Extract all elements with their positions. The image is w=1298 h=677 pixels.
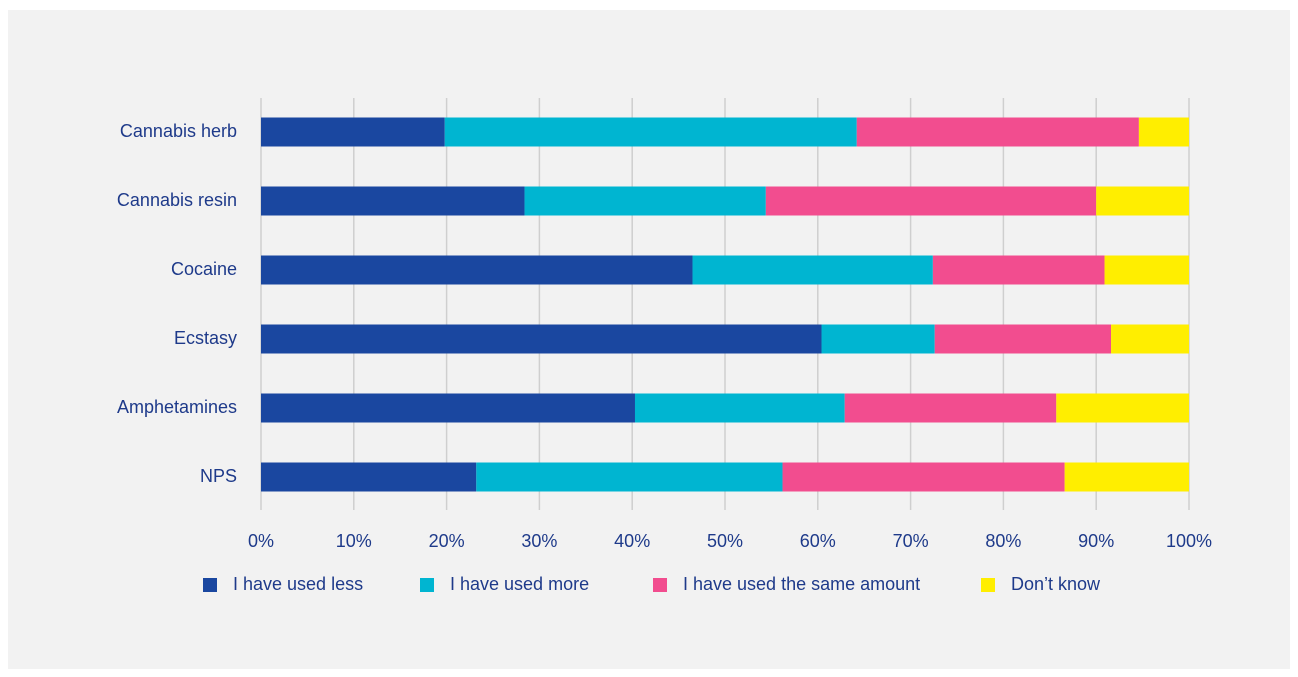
bar-segment xyxy=(261,255,693,285)
legend-label: I have used the same amount xyxy=(683,574,920,594)
bar-segment xyxy=(261,462,477,492)
bar-segment xyxy=(1096,186,1189,216)
x-tick-label: 100% xyxy=(1166,531,1212,551)
bar-segment xyxy=(261,393,635,423)
bar-segment xyxy=(765,186,1097,216)
bar-segment xyxy=(821,324,935,354)
x-tick-label: 40% xyxy=(614,531,650,551)
bar-segment xyxy=(692,255,933,285)
category-label: Cocaine xyxy=(171,259,237,279)
bars xyxy=(261,117,1189,492)
bar-segment xyxy=(261,324,822,354)
category-label: Cannabis resin xyxy=(117,190,237,210)
bar-segment xyxy=(1111,324,1189,354)
legend: I have used less I have used more I have u… xyxy=(203,574,1101,594)
bar-segment xyxy=(634,393,845,423)
bar-segment xyxy=(856,117,1139,147)
bar-segment xyxy=(476,462,783,492)
bar-segment xyxy=(1138,117,1189,147)
x-tick-label: 60% xyxy=(800,531,836,551)
bar-segment xyxy=(1056,393,1189,423)
bar-segment xyxy=(261,186,525,216)
x-tick-label: 80% xyxy=(985,531,1021,551)
x-tick-label: 10% xyxy=(336,531,372,551)
legend-swatch xyxy=(653,578,667,592)
gridlines xyxy=(260,98,1190,510)
bar-segment xyxy=(844,393,1057,423)
bar-segment xyxy=(524,186,766,216)
category-label: Amphetamines xyxy=(117,397,237,417)
legend-swatch xyxy=(203,578,217,592)
bar-segment xyxy=(1064,462,1189,492)
bar-segment xyxy=(934,324,1112,354)
category-label: Cannabis herb xyxy=(120,121,237,141)
bar-segment xyxy=(782,462,1065,492)
x-tick-label: 30% xyxy=(521,531,557,551)
bar-segment xyxy=(261,117,445,147)
legend-label: I have used more xyxy=(450,574,589,594)
legend-swatch xyxy=(981,578,995,592)
x-tick-labels: 0% 10% 20% 30% 40% 50% 60% 70% 80% 90% 100% xyxy=(248,531,1212,551)
legend-label: Don’t know xyxy=(1011,574,1101,594)
category-labels: Cannabis herb Cannabis resin Cocaine Ecstas… xyxy=(117,121,237,486)
bar-segment xyxy=(444,117,857,147)
bar-segment xyxy=(932,255,1105,285)
category-label: NPS xyxy=(200,466,237,486)
x-tick-label: 70% xyxy=(893,531,929,551)
x-tick-label: 0% xyxy=(248,531,274,551)
x-tick-label: 50% xyxy=(707,531,743,551)
x-tick-label: 90% xyxy=(1078,531,1114,551)
category-label: Ecstasy xyxy=(174,328,237,348)
legend-label: I have used less xyxy=(233,574,363,594)
bar-segment xyxy=(1104,255,1189,285)
x-tick-label: 20% xyxy=(429,531,465,551)
legend-swatch xyxy=(420,578,434,592)
